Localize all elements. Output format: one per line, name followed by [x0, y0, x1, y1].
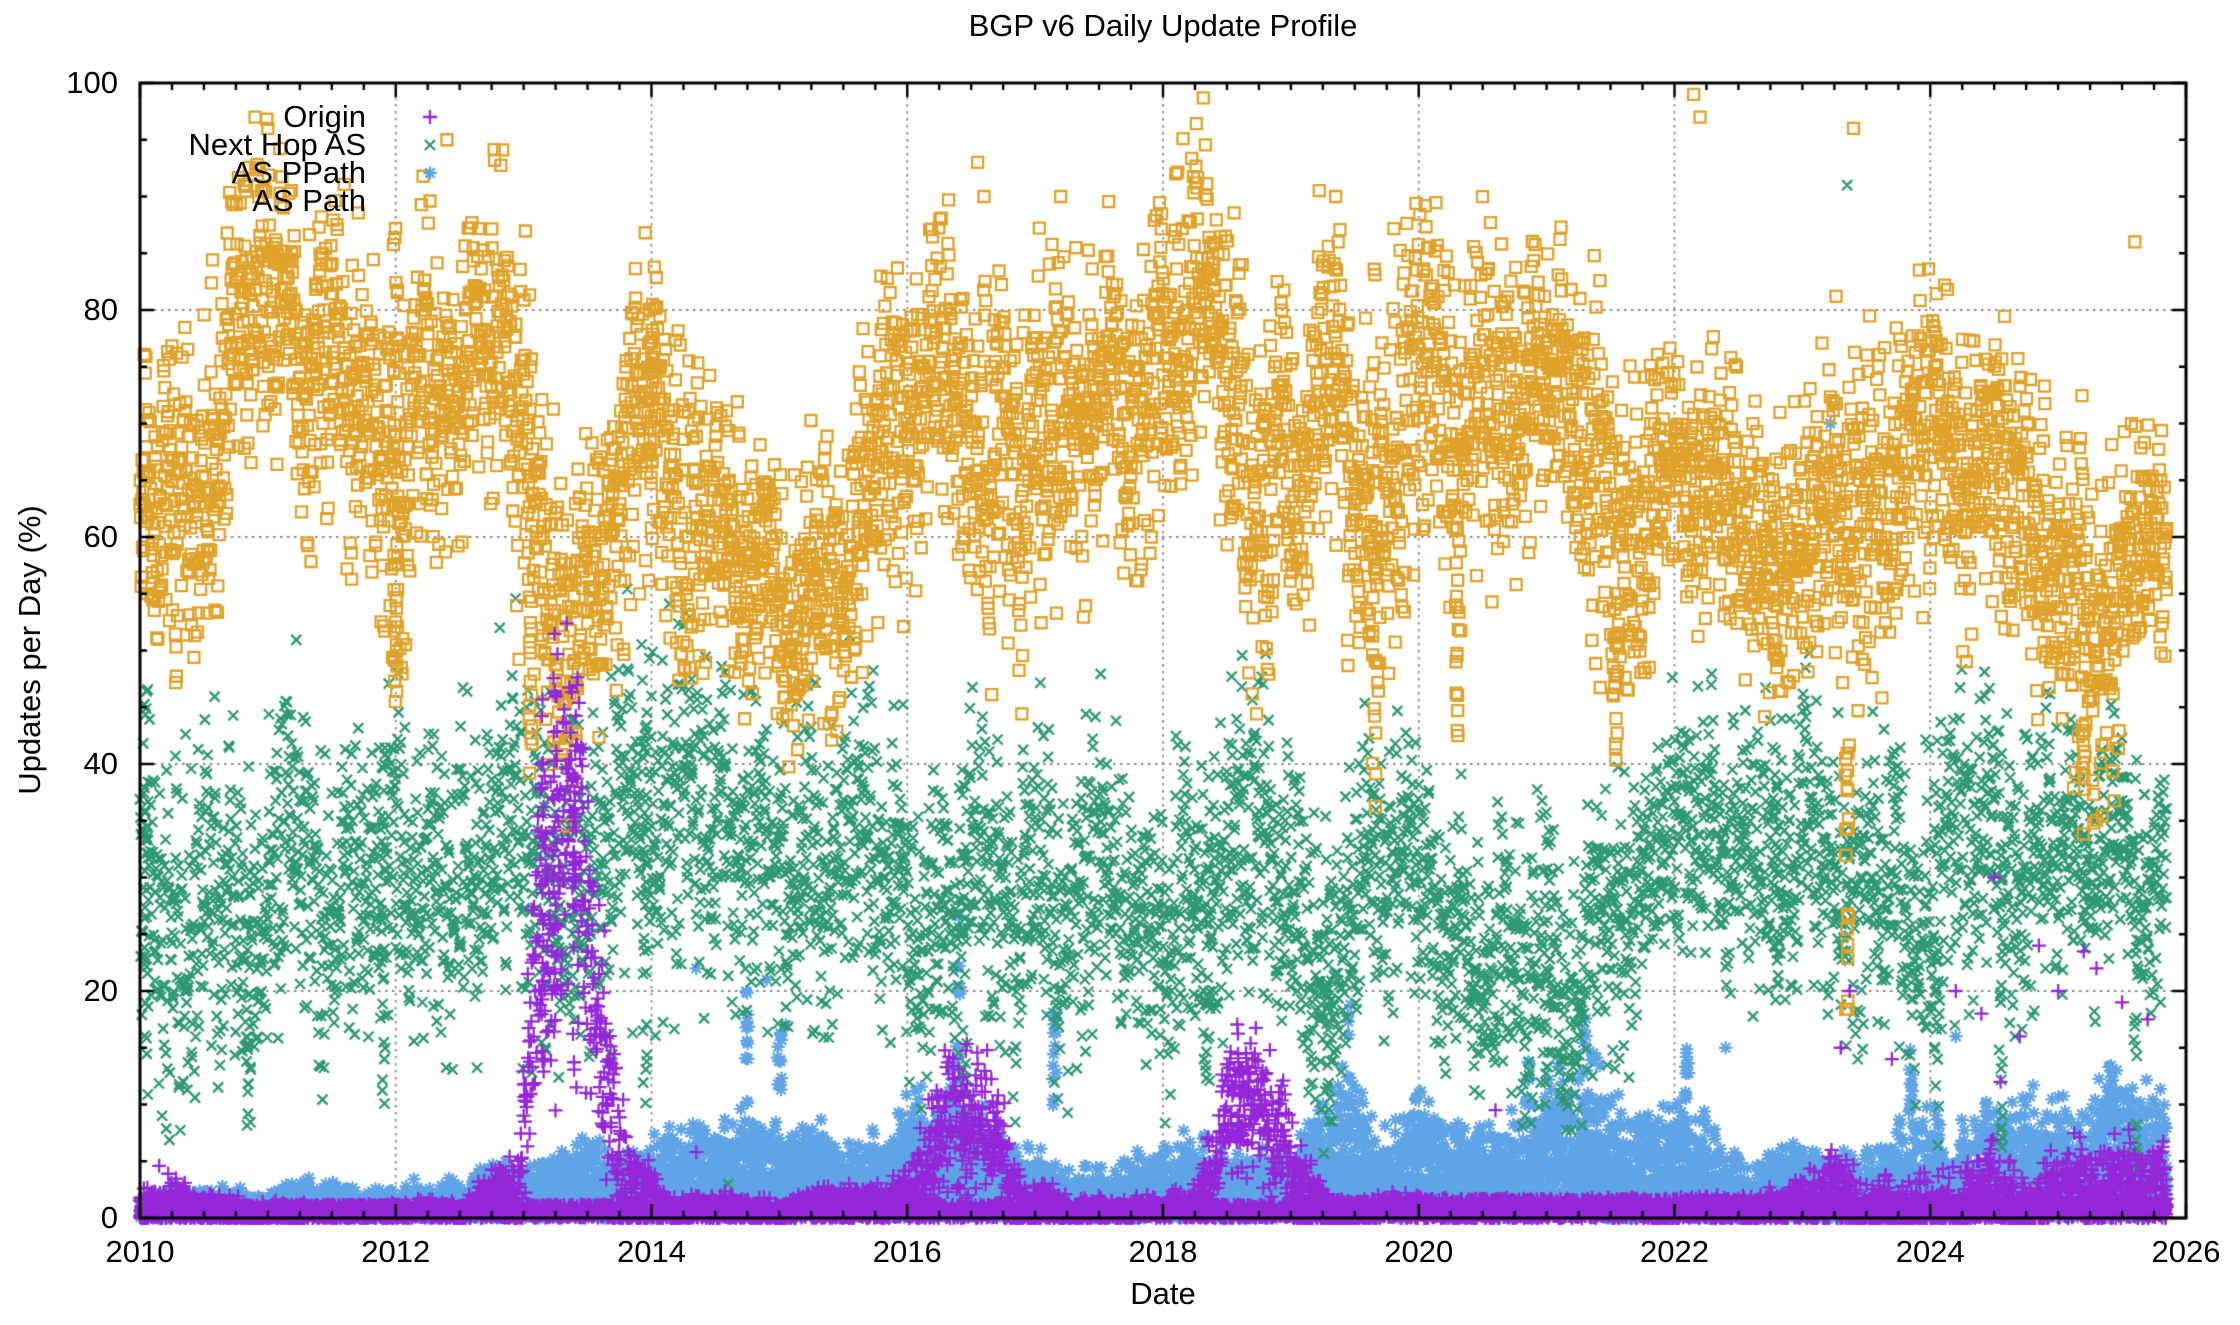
- legend-label-as-ppath: AS PPath: [231, 155, 366, 190]
- x-tick-label: 2012: [361, 1234, 431, 1269]
- x-tick-label: 2016: [872, 1234, 942, 1269]
- y-tick-label: 80: [83, 292, 118, 327]
- y-tick-label: 60: [83, 519, 118, 554]
- x-tick-label: 2020: [1384, 1234, 1454, 1269]
- x-tick-label: 2024: [1895, 1234, 1965, 1269]
- y-tick-label: 0: [100, 1200, 118, 1235]
- x-tick-label: 2022: [1640, 1234, 1709, 1269]
- y-tick-label: 20: [83, 973, 118, 1008]
- y-tick-label: 40: [83, 746, 118, 781]
- x-tick-label: 2018: [1128, 1234, 1198, 1269]
- x-tick-label: 2010: [105, 1234, 175, 1269]
- x-tick-label: 2014: [617, 1234, 686, 1269]
- legend-label-origin: Origin: [283, 99, 366, 134]
- x-tick-label: 2026: [2151, 1234, 2221, 1269]
- legend-label-as-path: AS Path: [252, 183, 366, 218]
- legend-label-next-hop-as: Next Hop AS: [188, 127, 366, 162]
- y-tick-label: 100: [66, 65, 118, 100]
- chart-title: BGP v6 Daily Update Profile: [968, 8, 1358, 43]
- x-axis-label: Date: [1130, 1276, 1196, 1311]
